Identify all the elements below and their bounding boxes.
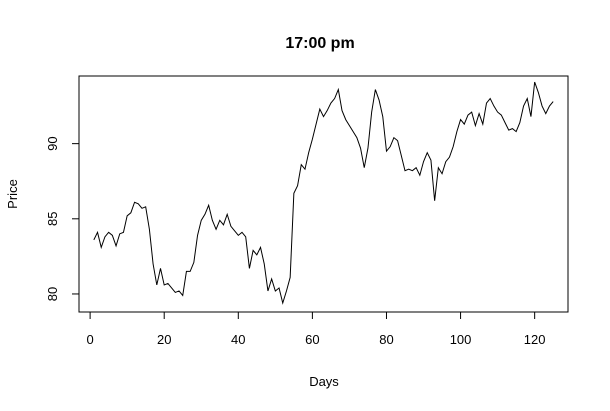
y-axis: 80 85 90 — [45, 136, 80, 301]
x-tick-label: 60 — [305, 332, 319, 347]
x-tick-label: 0 — [86, 332, 93, 347]
x-tick-label: 120 — [524, 332, 546, 347]
y-tick-label: 90 — [45, 136, 60, 150]
plot-frame — [78, 75, 569, 313]
x-axis: 0 20 40 60 80 100 120 — [86, 311, 546, 347]
y-tick-label: 80 — [45, 287, 60, 301]
x-tick-label: 20 — [157, 332, 171, 347]
x-axis-label: Days — [309, 374, 339, 389]
y-tick-label: 85 — [45, 212, 60, 226]
price-series-line — [93, 81, 554, 305]
x-tick-label: 100 — [450, 332, 472, 347]
y-axis-label: Price — [5, 179, 20, 209]
chart-title: 17:00 pm — [285, 35, 354, 52]
x-tick-label: 80 — [379, 332, 393, 347]
x-tick-label: 40 — [231, 332, 245, 347]
